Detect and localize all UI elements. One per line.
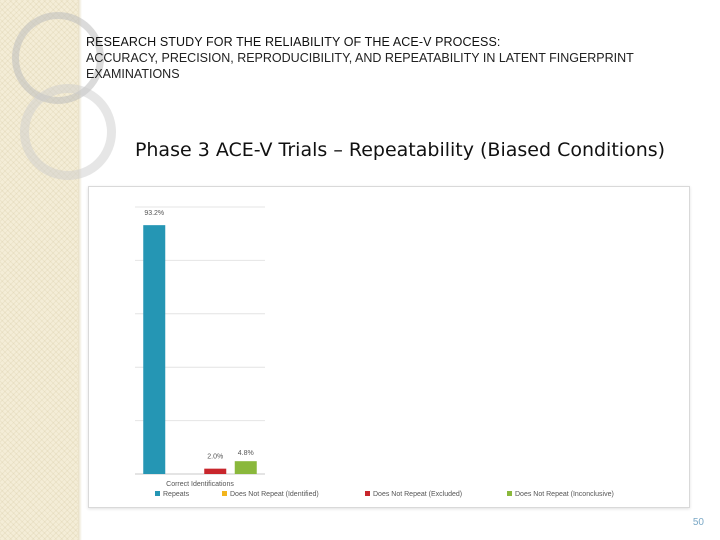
- legend-swatch: [155, 491, 160, 496]
- legend-swatch: [222, 491, 227, 496]
- data-label: 2.0%: [207, 454, 223, 461]
- legend-swatch: [365, 491, 370, 496]
- bar-does-not-repeat-excluded: [204, 468, 227, 474]
- data-label: 93.2%: [144, 210, 164, 217]
- bar-does-not-repeat-inconclusive: [234, 461, 257, 474]
- legend-label: Does Not Repeat (Excluded): [373, 491, 462, 498]
- legend-label: Repeats: [163, 491, 190, 498]
- category-label: Correct Identifications: [166, 481, 234, 488]
- legend-label: Does Not Repeat (Identified): [230, 491, 319, 498]
- header-subtitle: ACCURACY, PRECISION, REPRODUCIBILITY, AN…: [86, 51, 634, 81]
- page-number: 50: [692, 517, 704, 528]
- legend-label: Does Not Repeat (Inconclusive): [515, 491, 614, 498]
- legend-swatch: [507, 491, 512, 496]
- header-title: RESEARCH STUDY FOR THE RELIABILITY OF TH…: [86, 35, 501, 49]
- slide-title: Phase 3 ACE-V Trials – Repeatability (Bi…: [134, 139, 666, 161]
- bar-chart: 93.2% 2.0% 4.8% Correct Identifications Repe…: [135, 206, 614, 498]
- chart-container: 93.2% 2.0% 4.8% Correct Identifications Repe…: [88, 186, 690, 508]
- data-label: 4.8%: [238, 450, 254, 457]
- decorative-ring-icon: [20, 84, 116, 180]
- side-strip-edge: [78, 0, 82, 540]
- bar-repeats: [143, 225, 166, 474]
